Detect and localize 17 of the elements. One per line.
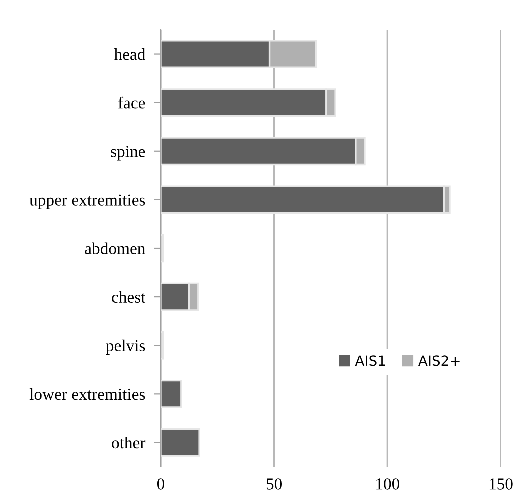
x-tick-label: 0 (157, 478, 165, 490)
y-tick-label: spine (111, 146, 146, 161)
legend-label: AIS1 (355, 356, 386, 366)
y-tick-label: face (118, 96, 146, 109)
bar (161, 380, 182, 408)
y-tick-label: pelvis (106, 340, 146, 355)
legend-label: AIS2+ (418, 356, 460, 366)
x-tick-label: 50 (266, 478, 282, 490)
y-tick-label: lower extremities (30, 388, 146, 400)
y-tick-label: chest (112, 291, 146, 303)
y-tick-label: head (114, 48, 146, 60)
x-tick-label: 150 (490, 478, 513, 490)
y-tick-label: upper extremities (30, 194, 146, 210)
y-tick-label: other (112, 436, 146, 449)
y-tick-label: abdomen (85, 242, 146, 254)
x-tick-label: 100 (376, 478, 400, 490)
bar (161, 428, 200, 457)
